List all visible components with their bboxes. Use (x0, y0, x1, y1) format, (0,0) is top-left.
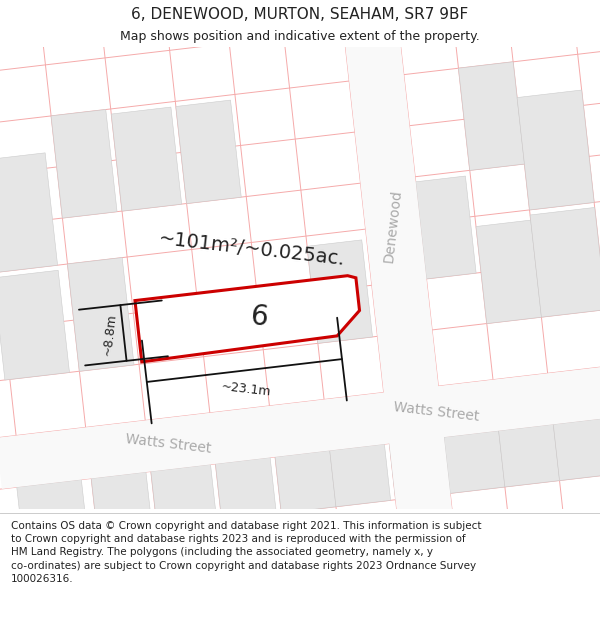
Text: 6, DENEWOOD, MURTON, SEAHAM, SR7 9BF: 6, DENEWOOD, MURTON, SEAHAM, SR7 9BF (131, 6, 469, 21)
Text: Map shows position and indicative extent of the property.: Map shows position and indicative extent… (120, 30, 480, 43)
Polygon shape (135, 276, 359, 362)
Polygon shape (176, 100, 241, 204)
Polygon shape (476, 220, 541, 324)
Polygon shape (68, 258, 134, 371)
Polygon shape (0, 153, 58, 272)
Polygon shape (0, 362, 600, 489)
Polygon shape (458, 62, 524, 171)
Polygon shape (0, 270, 70, 380)
Polygon shape (416, 176, 476, 279)
Polygon shape (275, 451, 336, 513)
Polygon shape (499, 424, 560, 487)
Text: 6: 6 (248, 302, 269, 332)
Polygon shape (553, 417, 600, 481)
Polygon shape (111, 107, 182, 211)
Polygon shape (389, 437, 450, 500)
Polygon shape (151, 464, 217, 528)
Text: ~101m²/~0.025ac.: ~101m²/~0.025ac. (158, 229, 346, 270)
Text: ~23.1m: ~23.1m (221, 379, 272, 398)
Text: Contains OS data © Crown copyright and database right 2021. This information is : Contains OS data © Crown copyright and d… (11, 521, 481, 584)
Polygon shape (215, 458, 277, 520)
Polygon shape (17, 479, 88, 543)
Polygon shape (444, 431, 505, 493)
Polygon shape (330, 444, 391, 507)
Text: Denewood: Denewood (381, 189, 404, 263)
Polygon shape (51, 109, 117, 218)
Text: Watts Street: Watts Street (392, 401, 480, 424)
Polygon shape (341, 3, 452, 520)
Polygon shape (307, 240, 373, 343)
Polygon shape (517, 90, 594, 210)
Polygon shape (530, 208, 600, 317)
Polygon shape (91, 472, 152, 534)
Text: Watts Street: Watts Street (124, 432, 212, 456)
Text: ~8.8m: ~8.8m (101, 312, 118, 356)
